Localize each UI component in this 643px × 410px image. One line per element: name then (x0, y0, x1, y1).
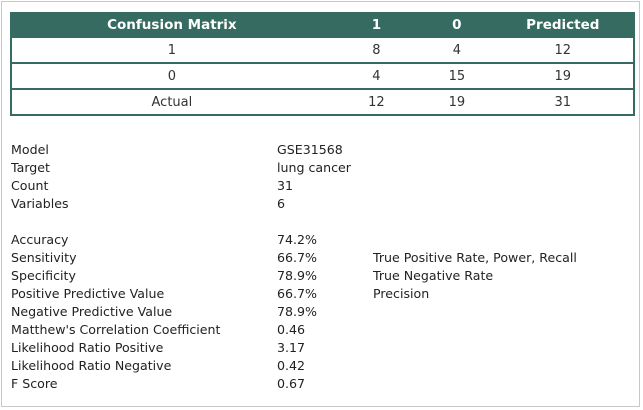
stat-value: 6 (277, 196, 286, 211)
stat-value: 66.7% (277, 250, 318, 265)
stat-value: 3.17 (277, 340, 306, 355)
table-cell: 19 (492, 62, 634, 89)
table-cell: 4 (331, 62, 422, 89)
stat-note: Precision (373, 286, 430, 301)
row-label: Actual (11, 88, 332, 115)
stat-label: F Score (11, 376, 58, 391)
stat-label: Negative Predictive Value (11, 304, 173, 319)
stat-value: 0.67 (277, 376, 306, 391)
header-predicted-total: Predicted (526, 17, 600, 33)
stat-note: True Positive Rate, Power, Recall (373, 250, 577, 265)
stat-label: Variables (11, 196, 69, 211)
header-predicted-1: 1 (371, 17, 382, 33)
stat-value: 78.9% (277, 304, 318, 319)
table-cell: 15 (421, 62, 493, 89)
stat-value: 66.7% (277, 286, 318, 301)
header-predicted-0: 0 (452, 17, 462, 33)
stat-value: 31 (277, 178, 294, 193)
confusion-matrix-header-row: Confusion Matrix 1 0 Predicted (11, 13, 634, 37)
stat-value: lung cancer (277, 160, 351, 175)
stat-value: 74.2% (277, 232, 318, 247)
table-row: 0 4 15 19 (11, 62, 634, 89)
stat-label: Count (11, 178, 49, 193)
stat-value: GSE31568 (277, 142, 343, 157)
stat-value: 78.9% (277, 268, 318, 283)
row-label: 0 (11, 62, 332, 89)
stat-label: Target (11, 160, 50, 175)
table-cell: 12 (492, 36, 634, 63)
table-cell: 4 (421, 36, 493, 63)
stat-label: Positive Predictive Value (11, 286, 165, 301)
stat-label: Likelihood Ratio Positive (11, 340, 164, 355)
table-cell: 8 (331, 36, 422, 63)
stat-note: True Negative Rate (373, 268, 494, 283)
stat-label: Sensitivity (11, 250, 77, 265)
stat-value: 0.46 (277, 322, 306, 337)
table-row: Actual 12 19 31 (11, 88, 634, 115)
row-label: 1 (11, 36, 332, 63)
stat-value: 0.42 (277, 358, 306, 373)
stat-label: Model (11, 142, 49, 157)
table-cell: 12 (331, 88, 422, 115)
header-confusion-matrix: Confusion Matrix (107, 17, 237, 33)
stat-label: Likelihood Ratio Negative (11, 358, 172, 373)
stat-label: Matthew's Correlation Coefficient (11, 322, 221, 337)
table-cell: 31 (492, 88, 634, 115)
stat-label: Accuracy (11, 232, 69, 247)
table-row: 1 8 4 12 (11, 36, 634, 63)
table-cell: 19 (421, 88, 493, 115)
confusion-matrix-table: Confusion Matrix 1 0 Predicted 1 8 4 12 … (10, 12, 635, 116)
stat-label: Specificity (11, 268, 76, 283)
